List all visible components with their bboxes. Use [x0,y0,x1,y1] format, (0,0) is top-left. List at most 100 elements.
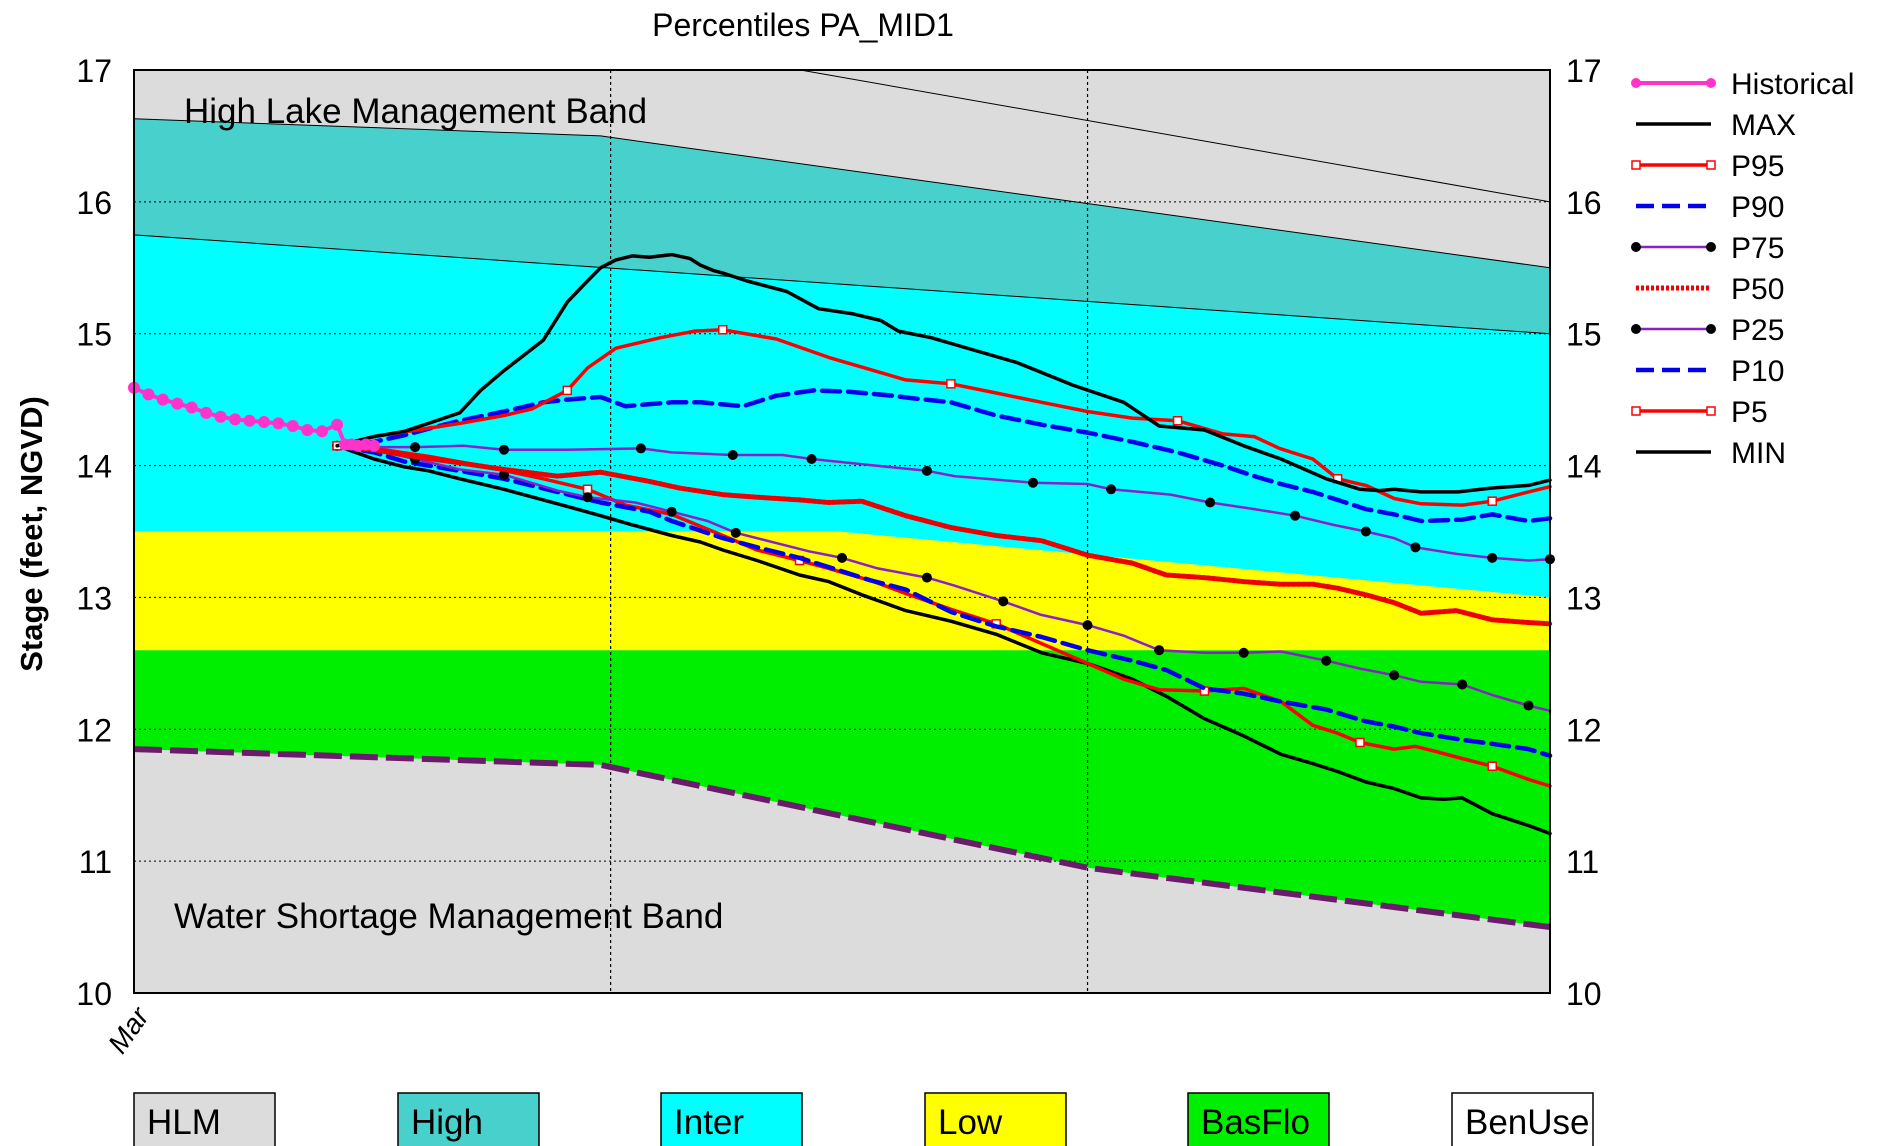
y-tick-label-right: 13 [1566,580,1602,616]
series-p75-point [1410,542,1421,553]
legend-marker [1706,324,1716,334]
y-tick-label-left: 11 [79,844,112,880]
legend-item-p90: P90 [1636,191,1784,224]
y-tick-label-left: 12 [76,712,112,748]
series-p25-point [837,552,847,563]
series-historical-point [142,388,155,401]
series-p25-point [1238,647,1249,658]
legend-label: Historical [1731,68,1854,101]
legend-label: P50 [1731,273,1784,306]
band-key-swatch [1451,1092,1594,1146]
legend-label: P95 [1731,150,1784,183]
plot-border [133,69,1551,994]
series-p75-point [635,443,646,454]
band-key-benuse: BenUse [1451,1092,1594,1146]
band-key-swatch [924,1092,1067,1146]
series-p25-point [730,527,741,538]
series-p50 [334,443,1553,627]
band-key-swatch [397,1092,540,1146]
band-edge-high_top [133,118,1551,269]
legend-item-min: MIN [1636,437,1786,470]
series-historical-point [301,423,314,436]
legend-marker [1631,324,1641,334]
series-p25-point [1154,645,1165,656]
series-p90 [334,388,1553,524]
legend-item-p75: P75 [1631,232,1784,265]
band-key-label: BenUse [1465,1103,1590,1142]
series-p75 [332,440,1555,565]
band-key-low: Low [924,1092,1067,1146]
series-p75-point [921,465,932,476]
y-tick-label-right: 16 [1566,185,1602,221]
band-label-water-shortage: Water Shortage Management Band [174,897,723,936]
plot-area: High Lake Management Band Water Shortage … [76,53,1601,1059]
series-historical-point [156,393,169,406]
band-basflo [134,650,1550,928]
series-historical-point [257,416,270,429]
legend-label: P10 [1731,355,1784,388]
band-key-swatch [133,1092,276,1146]
series-historical-point [272,417,285,430]
series-p75-point [1487,552,1498,563]
band-key-basflo: BasFlo [1187,1092,1330,1146]
series-historical-point [171,397,184,410]
legend-item-p5: P5 [1631,396,1768,429]
series-p75-point [806,453,817,464]
series-p95-point [946,379,956,389]
band-inter [134,234,1550,598]
series-p10-line [334,443,1553,758]
legend-marker [1631,160,1641,170]
series-historical-point [331,418,344,431]
band-key-label: BasFlo [1201,1103,1310,1142]
series-p5-point [582,484,593,495]
series-p75-point [1106,484,1117,495]
series-historical-point [185,401,198,414]
band-key-label: Low [938,1103,1003,1142]
band-key-label: High [411,1103,483,1142]
y-axis-label: Stage (feet, NGVD) [14,396,49,672]
legend-marker [1631,406,1641,416]
band-key: HLM High Inter Low BasFlo BenUse [133,1092,1594,1146]
series-p95-point [718,325,728,335]
series-historical [128,381,381,452]
series-p25-point [1321,655,1332,666]
band-key-high: High [397,1092,540,1146]
band-key-label: HLM [147,1103,221,1142]
series-p5-point [1355,737,1365,748]
series-p95-point [1487,496,1497,506]
series-p75-point [1205,497,1216,508]
y-tick-label-left: 14 [76,449,112,485]
band-label-high: High Lake Management Band [184,92,647,131]
legend-label: P5 [1731,396,1768,429]
series-p75-point [727,450,738,461]
series-historical-point [316,425,329,438]
series-p95-point [562,385,573,396]
legend-label: P75 [1731,232,1784,265]
y-tick-label-right: 11 [1566,844,1599,880]
legend-label: MAX [1731,109,1796,142]
water-shortage-line [133,746,1551,931]
band-key-swatch [660,1092,803,1146]
legend-item-historical: Historical [1631,68,1854,101]
series-p25-point [998,596,1009,607]
band-water-shortage [134,749,1550,993]
legend-item-p95: P95 [1631,150,1784,183]
series-historical-point [214,410,227,423]
series-p95-line [335,328,1552,507]
series-max [335,252,1552,494]
band-high [134,118,1550,334]
series-historical-point [243,414,256,427]
series-p75-point [499,444,510,455]
y-tick-label-left: 10 [76,976,112,1012]
series-p10 [334,443,1553,758]
series-p75-point [1290,510,1301,521]
y-tick-label-right: 12 [1566,712,1602,748]
series-p5-point [1487,761,1497,771]
series-p25-point [1457,679,1468,690]
series-historical-point [368,439,381,452]
series-p75-point [1360,526,1371,537]
series-p25-point [921,572,932,583]
series-historical-point [200,406,213,419]
series-p25-point [1082,620,1093,631]
band-low [134,531,1550,651]
